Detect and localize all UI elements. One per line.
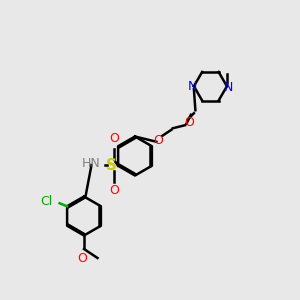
Text: O: O (109, 184, 119, 197)
Text: O: O (78, 252, 87, 265)
Text: N: N (224, 81, 233, 94)
Text: S: S (106, 158, 116, 172)
Text: N: N (188, 80, 197, 93)
Text: O: O (153, 134, 163, 147)
Text: O: O (184, 116, 194, 129)
Text: Cl: Cl (40, 195, 52, 208)
Text: HN: HN (82, 157, 100, 170)
Text: O: O (109, 133, 119, 146)
